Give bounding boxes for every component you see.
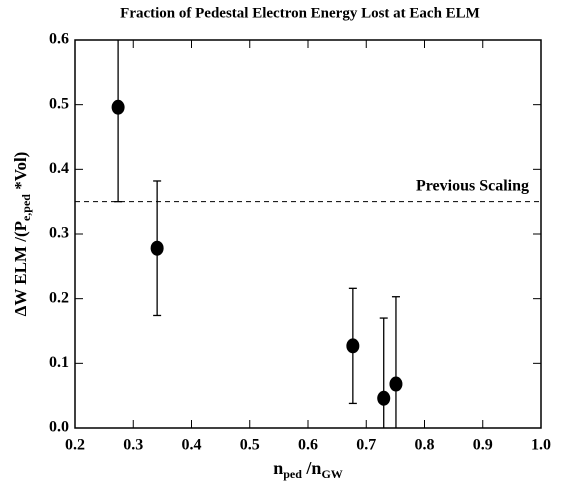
data-point [150,240,164,256]
label-part: GW [321,467,342,481]
x-tick-label: 0.3 [123,437,143,454]
x-tick-label: 0.7 [356,437,376,454]
y-tick-label: 0.4 [49,160,69,177]
label-part: *Vol) [11,152,30,194]
label-part: e,ped [19,194,33,221]
data-point [111,99,125,115]
label-part: ΔW ELM /(P [11,221,30,316]
data-point [377,390,391,406]
annotation: Previous Scaling [416,177,529,194]
label-part: /n [302,458,322,478]
y-axis-label: ΔW ELM /(Pe,ped *Vol) [11,152,33,317]
plot-area [111,40,403,428]
x-tick-label: 0.2 [65,437,85,454]
chart-title: Fraction of Pedestal Electron Energy Los… [120,5,480,21]
x-tick-label: 0.6 [298,437,318,454]
label-part: ped [283,467,302,481]
y-tick-label: 0.0 [49,419,69,436]
x-axis-label: nped /nGW [273,458,343,481]
data-point [389,376,403,392]
y-tick-label: 0.6 [49,31,69,48]
y-tick-label: 0.2 [49,289,69,306]
label-part: n [273,458,283,478]
x-tick-label: 1.0 [531,437,551,454]
y-tick-label: 0.5 [49,95,69,112]
y-tick-label: 0.1 [49,354,69,371]
data-point [346,338,360,354]
x-tick-label: 0.9 [473,437,493,454]
x-tick-label: 0.8 [415,437,435,454]
plot-frame [74,39,542,429]
y-tick-label: 0.3 [49,225,69,242]
x-tick-label: 0.5 [240,437,260,454]
x-tick-label: 0.4 [182,437,202,454]
